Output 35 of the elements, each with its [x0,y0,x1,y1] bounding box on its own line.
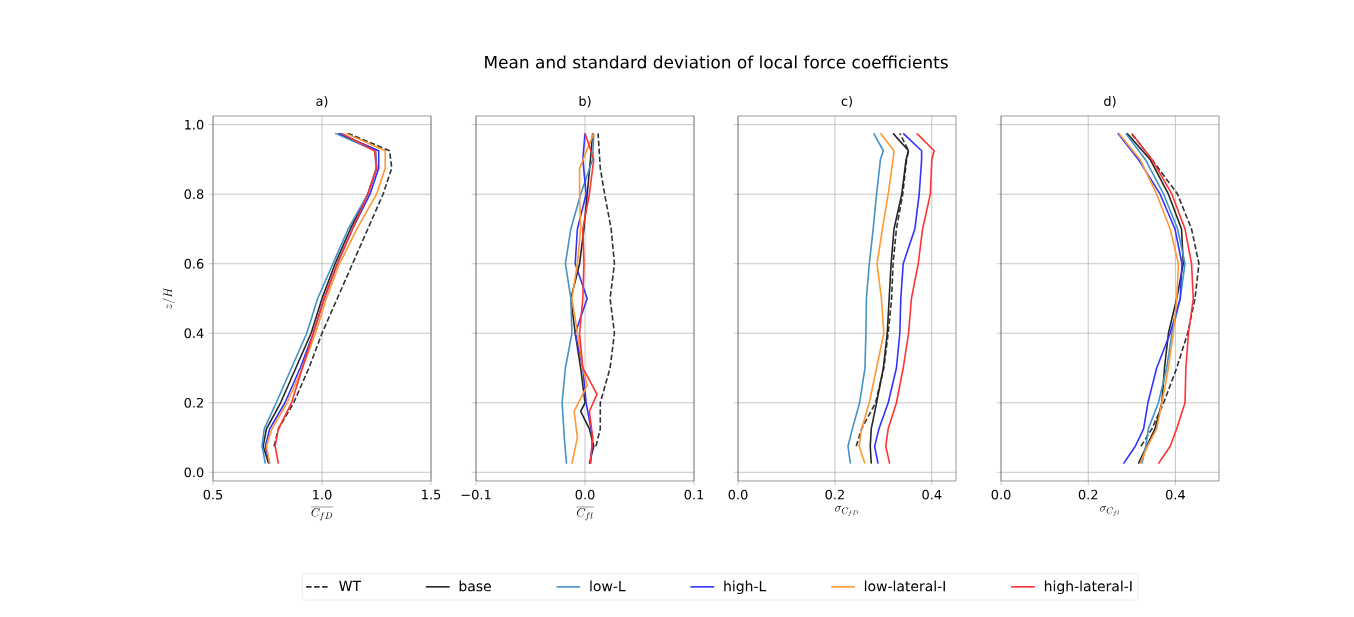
y-tick-label: 0.2 [184,397,203,408]
legend-label: high-lateral-I [1044,580,1132,595]
chart-title: c) [841,95,852,108]
line-series [273,132,393,448]
x-axis-title: $\sigma_{C_{fD}}$ [835,506,858,516]
x-tick-label: −0.1 [461,489,491,500]
y-tick-label: 0.6 [184,258,204,269]
legend-label: high-L [724,580,767,595]
legend-label: low-lateral-I [864,580,945,592]
y-axis-title: $z/H$ [162,287,175,310]
x-tick-label: 0.0 [991,489,1011,500]
x-axis-title: $\overline{C_{fl}}$ [576,506,594,521]
x-tick-label: 0.2 [1078,489,1098,500]
y-tick-label: 1.0 [185,119,204,130]
x-tick-label: 1.5 [422,489,441,500]
x-tick-label: 0.0 [575,489,595,500]
chart-title: d) [1104,95,1116,108]
x-tick-label: 0.2 [825,489,844,500]
x-tick-label: 0.4 [1165,489,1185,500]
chart-title: b) [579,95,591,108]
legend-label: base [459,580,491,592]
text: Mean and standard deviation of local force coefficients [485,55,948,69]
y-tick-label: 0.8 [184,189,204,200]
x-tick-label: 0.4 [922,489,942,500]
legend-label: WT [339,580,362,591]
legend-label: low-L [590,580,626,592]
x-axis-title: $\sigma_{C_{fl}}$ [1100,506,1119,516]
chart-title: a) [316,95,328,108]
x-tick-label: 1.0 [313,489,332,500]
x-tick-label: 0.5 [203,489,223,500]
x-tick-label: 0.1 [684,489,704,500]
x-tick-label: 0.0 [728,489,748,500]
x-axis-title: $\overline{C_{fD}}$ [310,506,334,521]
y-tick-label: 0.4 [184,328,204,339]
y-tick-label: 0.0 [184,467,204,478]
